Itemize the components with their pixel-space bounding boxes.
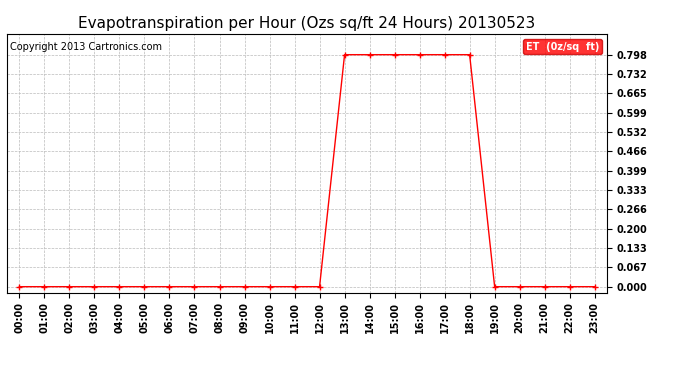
Title: Evapotranspiration per Hour (Ozs sq/ft 24 Hours) 20130523: Evapotranspiration per Hour (Ozs sq/ft 2…: [79, 16, 535, 31]
Legend: ET  (0z/sq  ft): ET (0z/sq ft): [523, 39, 602, 54]
Text: Copyright 2013 Cartronics.com: Copyright 2013 Cartronics.com: [10, 42, 162, 51]
